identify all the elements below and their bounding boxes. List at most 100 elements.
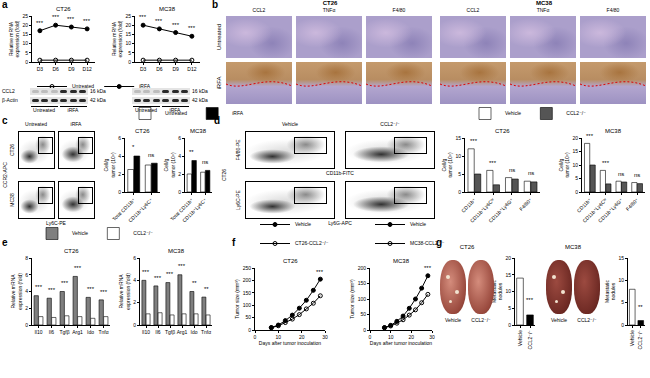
svg-text:***: ***	[87, 286, 95, 292]
svg-text:15: 15	[572, 148, 578, 154]
svg-text:30: 30	[429, 334, 435, 340]
svg-text:MC38: MC38	[190, 128, 207, 134]
svg-text:Untreated: Untreated	[165, 110, 187, 116]
svg-text:Vehicle: Vehicle	[629, 330, 635, 346]
svg-text:4: 4	[133, 277, 136, 283]
svg-text:Cell/gtumor (10⁵): Cell/gtumor (10⁵)	[558, 152, 571, 177]
svg-text:15: 15	[125, 31, 131, 37]
svg-text:***: ***	[61, 280, 69, 286]
svg-text:***: ***	[602, 160, 610, 166]
svg-text:F4/80⁺: F4/80⁺	[624, 196, 639, 211]
svg-text:***: ***	[139, 14, 147, 20]
svg-text:150: 150	[358, 280, 367, 286]
svg-text:F4/80⁺: F4/80⁺	[518, 196, 533, 211]
svg-text:CT26: CT26	[135, 128, 150, 134]
svg-text:ns: ns	[202, 159, 208, 165]
svg-text:CCL2⁻/⁻: CCL2⁻/⁻	[133, 230, 153, 236]
svg-text:250: 250	[243, 265, 252, 271]
svg-text:CD11b⁺Ly6G⁺: CD11b⁺Ly6G⁺	[597, 196, 624, 223]
svg-text:Relative mRNAexpression (fold): Relative mRNAexpression (fold)	[111, 20, 124, 57]
svg-text:Vehicle: Vehicle	[72, 230, 88, 236]
svg-text:0: 0	[133, 322, 136, 328]
svg-text:Tgfβ: Tgfβ	[59, 329, 69, 335]
svg-text:0: 0	[118, 189, 121, 195]
svg-text:0: 0	[575, 189, 578, 195]
svg-text:15: 15	[505, 272, 511, 278]
svg-text:Ido: Ido	[87, 329, 94, 335]
svg-text:15: 15	[455, 135, 461, 141]
svg-text:15: 15	[618, 255, 624, 261]
svg-text:Tnfα: Tnfα	[201, 329, 211, 335]
svg-text:Vehicle: Vehicle	[505, 110, 521, 116]
svg-text:**: **	[192, 280, 197, 286]
svg-text:CCL2⁻/⁻: CCL2⁻/⁻	[527, 330, 533, 350]
svg-text:MC38: MC38	[159, 6, 176, 12]
svg-text:***: ***	[67, 16, 75, 22]
svg-text:CD11b⁺: CD11b⁺	[575, 196, 592, 213]
svg-text:Relative mRNAexpression (fold): Relative mRNAexpression (fold)	[10, 273, 23, 310]
svg-text:25: 25	[125, 13, 131, 19]
svg-text:***: ***	[188, 25, 196, 31]
svg-text:Il10: Il10	[142, 329, 150, 335]
svg-text:Vehicle: Vehicle	[295, 221, 311, 227]
svg-text:20: 20	[409, 334, 415, 340]
svg-text:10: 10	[125, 40, 131, 46]
svg-text:ns: ns	[148, 152, 154, 158]
svg-text:5: 5	[621, 299, 624, 305]
svg-text:D6: D6	[156, 66, 163, 72]
svg-text:Arg1: Arg1	[72, 329, 83, 335]
svg-text:***: ***	[142, 269, 150, 275]
svg-text:Tumor size (mm³): Tumor size (mm³)	[234, 279, 240, 319]
svg-text:***: ***	[48, 287, 56, 293]
svg-text:ns: ns	[528, 170, 534, 176]
svg-text:20: 20	[22, 22, 28, 28]
svg-text:2: 2	[118, 171, 121, 177]
svg-text:Relative mRNAexpression (fold): Relative mRNAexpression (fold)	[8, 20, 21, 57]
svg-text:5: 5	[508, 305, 511, 311]
svg-text:Days after tumor inoculation: Days after tumor inoculation	[259, 340, 321, 346]
svg-text:6: 6	[118, 135, 121, 141]
svg-text:MC38: MC38	[605, 128, 622, 134]
svg-text:Cell/gtumor (10⁵): Cell/gtumor (10⁵)	[163, 152, 176, 177]
svg-text:5: 5	[25, 50, 28, 56]
svg-text:***: ***	[155, 18, 163, 24]
svg-text:10: 10	[388, 334, 394, 340]
svg-text:2: 2	[25, 305, 28, 311]
svg-text:MC38: MC38	[168, 248, 185, 254]
svg-text:0: 0	[25, 59, 28, 65]
svg-text:2: 2	[178, 171, 181, 177]
svg-text:D12: D12	[83, 66, 92, 72]
svg-text:D3: D3	[37, 66, 44, 72]
svg-text:***: ***	[166, 271, 174, 277]
svg-text:*: *	[132, 144, 135, 150]
svg-text:**: **	[638, 304, 643, 310]
svg-text:Cell/gtumor (10⁵): Cell/gtumor (10⁵)	[103, 152, 116, 177]
svg-text:Cell/gtumor (10⁵): Cell/gtumor (10⁵)	[441, 152, 454, 177]
svg-text:30: 30	[322, 334, 328, 340]
svg-text:***: ***	[83, 18, 91, 24]
svg-text:10: 10	[455, 153, 461, 159]
svg-text:CT26: CT26	[283, 258, 298, 264]
svg-text:20: 20	[125, 22, 131, 28]
svg-text:CD11b⁺Ly6Cʰⁱ: CD11b⁺Ly6Cʰⁱ	[581, 197, 608, 224]
svg-text:0: 0	[254, 334, 257, 340]
svg-text:50: 50	[360, 311, 366, 317]
svg-text:Ido: Ido	[191, 329, 198, 335]
svg-text:D9: D9	[172, 66, 179, 72]
svg-text:Il10: Il10	[34, 329, 42, 335]
svg-text:ns: ns	[618, 171, 624, 177]
svg-text:***: ***	[35, 284, 43, 290]
svg-text:***: ***	[586, 133, 594, 139]
svg-text:0: 0	[363, 327, 366, 333]
svg-text:10: 10	[618, 277, 624, 283]
svg-text:50: 50	[245, 314, 251, 320]
svg-text:0: 0	[178, 189, 181, 195]
svg-text:Total CD11b⁺: Total CD11b⁺	[111, 196, 137, 222]
svg-text:Arg1: Arg1	[177, 329, 188, 335]
svg-text:5: 5	[128, 50, 131, 56]
svg-text:Metastaticnodules: Metastaticnodules	[604, 280, 617, 303]
svg-text:***: ***	[36, 20, 44, 26]
svg-text:CD11b⁺: CD11b⁺	[460, 196, 477, 213]
svg-text:200: 200	[358, 265, 367, 271]
svg-text:**: **	[204, 286, 209, 292]
